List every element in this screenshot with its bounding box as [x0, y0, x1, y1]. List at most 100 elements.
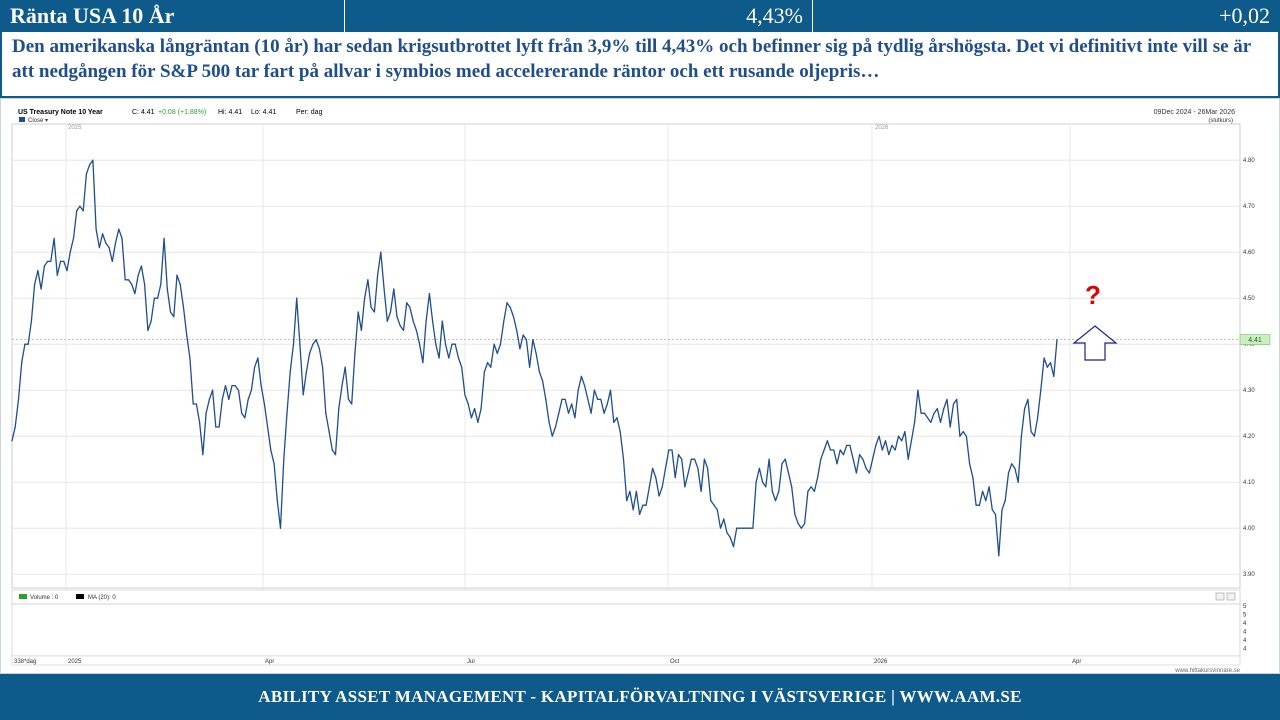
data-point [645, 504, 647, 506]
data-point [817, 477, 819, 479]
chart-toolbar [12, 108, 1240, 120]
data-point [338, 408, 340, 410]
data-point [535, 352, 537, 354]
data-point [377, 274, 379, 276]
data-point [406, 302, 408, 304]
data-point [144, 283, 146, 285]
data-point [14, 426, 16, 428]
data-point [76, 210, 78, 212]
data-point [548, 421, 550, 423]
data-point [53, 237, 55, 239]
panel-close-icon[interactable] [1226, 592, 1236, 601]
data-point [30, 320, 32, 322]
data-point [635, 490, 638, 492]
y-tick-label: 3.90 [1243, 572, 1255, 578]
source-label: www.hittakursvinnare.se [1174, 668, 1240, 674]
data-point [729, 536, 731, 538]
data-point [276, 500, 278, 502]
data-point [322, 366, 324, 368]
data-point [179, 283, 181, 285]
data-point [21, 362, 23, 364]
data-point [703, 458, 706, 460]
data-point [454, 343, 456, 345]
data-point [409, 306, 411, 308]
x-tick-label: Apr [265, 659, 274, 665]
data-point [978, 504, 981, 506]
data-point [868, 472, 871, 474]
data-point [755, 481, 757, 483]
data-point [719, 527, 722, 529]
data-point [341, 385, 343, 387]
plot-area [11, 123, 1241, 589]
data-point [82, 210, 84, 212]
data-point [619, 431, 621, 433]
data-point [842, 454, 845, 456]
data-point [189, 357, 191, 359]
data-point [1027, 398, 1029, 400]
data-point [561, 398, 563, 400]
data-point [522, 334, 524, 336]
data-point [208, 398, 210, 400]
data-point [224, 385, 227, 387]
data-point [302, 394, 304, 396]
data-point [603, 412, 605, 414]
data-point [794, 513, 796, 515]
data-point [804, 523, 806, 525]
data-point [965, 435, 968, 437]
data-point [487, 362, 489, 364]
data-point [328, 431, 330, 433]
data-point [474, 408, 476, 410]
data-point [959, 435, 961, 437]
change-info: +0.08 (+1.88%) [158, 109, 206, 116]
legend-dropdown-icon[interactable]: ▾ [45, 118, 48, 124]
data-point [762, 481, 764, 483]
data-point [652, 467, 654, 469]
data-point [584, 385, 586, 387]
data-point [671, 449, 673, 451]
data-point [991, 509, 993, 511]
data-point [166, 288, 168, 290]
data-point [855, 472, 858, 474]
data-point [312, 343, 314, 345]
data-point [629, 490, 631, 492]
data-point [493, 343, 495, 345]
data-point [428, 293, 430, 295]
volume-panel [11, 603, 1241, 657]
data-point [11, 440, 13, 442]
y-tick-label: 4.00 [1243, 526, 1255, 532]
panel-restore-icon[interactable] [1215, 592, 1225, 601]
data-point [833, 449, 835, 451]
data-point [707, 467, 709, 469]
data-point [186, 334, 188, 336]
data-point [609, 389, 612, 391]
data-point [943, 408, 945, 410]
y-tick-label: 4.70 [1243, 204, 1255, 210]
data-point [872, 458, 874, 460]
volume-tick-label: 4 [1243, 638, 1247, 644]
data-point [140, 265, 142, 267]
data-point [765, 486, 767, 488]
data-point [749, 527, 751, 529]
data-point [894, 449, 896, 451]
data-point [771, 490, 773, 492]
data-point [923, 412, 926, 414]
data-point [244, 417, 246, 419]
data-point [241, 412, 243, 414]
data-point [910, 440, 913, 442]
data-point [525, 339, 528, 341]
data-point [111, 260, 113, 262]
data-point [781, 463, 783, 465]
data-point [273, 463, 275, 465]
data-point [849, 444, 851, 446]
data-point [674, 477, 676, 479]
data-point [797, 523, 799, 525]
range-note: (slutkurs) [1208, 118, 1233, 124]
data-point [415, 329, 417, 331]
data-point [270, 449, 272, 451]
data-point [364, 297, 366, 299]
data-point [218, 426, 220, 428]
data-point [202, 454, 204, 456]
x-tick-label: Jul [467, 659, 475, 665]
data-point [933, 412, 935, 414]
data-point [1037, 417, 1039, 419]
